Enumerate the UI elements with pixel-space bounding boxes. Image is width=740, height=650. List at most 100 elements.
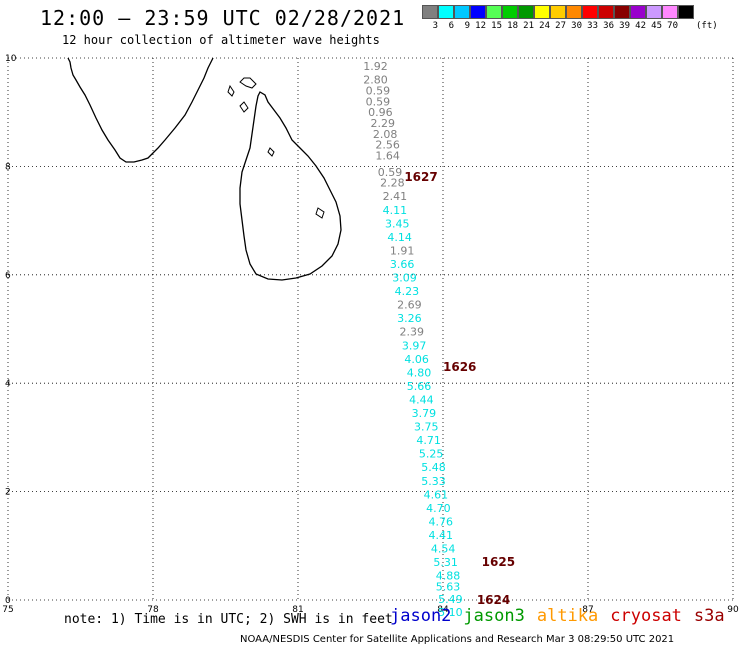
legend-swatch	[438, 5, 454, 19]
legend-label: 3	[432, 21, 438, 31]
swh-observation: 1.92	[363, 60, 388, 73]
legend-swatch	[630, 5, 646, 19]
legend-label: 36	[603, 21, 614, 31]
swh-observation: 0.59	[378, 166, 403, 179]
swh-observation: 2.80	[363, 74, 388, 87]
swh-observation: 3.79	[412, 407, 437, 420]
swh-observation: 3.75	[414, 421, 439, 434]
legend-swatch	[614, 5, 630, 19]
swh-observation: 0.59	[366, 95, 391, 108]
swh-observation: 5.10	[438, 606, 463, 619]
coastline-layer	[67, 57, 342, 281]
satellite-legend-item: jason3	[463, 606, 525, 626]
island-fragment	[239, 101, 249, 113]
legend-swatch	[518, 5, 534, 19]
pass-number-label: 1626	[443, 360, 476, 374]
grid-layer	[7, 57, 734, 601]
legend-label: 12	[475, 21, 486, 31]
legend-swatch	[598, 5, 614, 19]
legend-label: 21	[523, 21, 534, 31]
legend-swatch	[662, 5, 678, 19]
page-title: 12:00 – 23:59 UTC 02/28/2021	[40, 6, 406, 30]
footnote: note: 1) Time is in UTC; 2) SWH is in fe…	[64, 612, 393, 627]
satellite-legend-item: jason2	[390, 606, 452, 626]
y-tick-label: 2	[5, 488, 11, 498]
island-fragment	[267, 147, 275, 157]
legend-label: 27	[555, 21, 566, 31]
swh-observation: 4.80	[407, 366, 432, 379]
swh-observation: 2.29	[371, 117, 396, 130]
swh-observation: 2.69	[397, 299, 422, 312]
x-tick-label: 87	[582, 605, 593, 615]
legend-swatch	[566, 5, 582, 19]
legend-swatch	[678, 5, 694, 19]
color-legend: 3 6 9 12 15 18 21 24 27 30 33 36 39 42 45 70 (ft)	[422, 5, 718, 31]
satellite-legend-item: altika	[536, 606, 599, 626]
legend-label: 30	[571, 21, 582, 31]
legend-swatch	[502, 5, 518, 19]
x-tick-label: 81	[292, 605, 303, 615]
swh-observation: 4.88	[436, 570, 461, 583]
pass-number-label: 1625	[482, 555, 515, 569]
legend-labels: 3 6 9 12 15 18 21 24 27 30 33 36 39 42 45 70 (ft)	[422, 21, 718, 31]
swh-observation: 3.45	[385, 217, 410, 230]
legend-unit: (ft)	[696, 21, 718, 31]
sri-lanka-coastline	[239, 91, 342, 281]
swh-observation: 2.41	[383, 190, 408, 203]
legend-label: 39	[619, 21, 630, 31]
x-tick-label: 84	[437, 605, 449, 615]
credit-line: NOAA/NESDIS Center for Satellite Applica…	[240, 634, 675, 645]
y-tick-label: 4	[5, 379, 11, 389]
swh-observation: 1.91	[390, 244, 415, 257]
x-tick-label: 75	[2, 605, 13, 615]
swh-observation: 5.33	[421, 475, 446, 488]
swh-observation: 4.71	[416, 434, 441, 447]
swh-observation: 5.31	[433, 556, 458, 569]
swh-observation: 3.97	[402, 339, 427, 352]
observations-layer: 1.922.800.590.590.962.292.082.561.640.59…	[363, 60, 462, 619]
swh-observation: 3.26	[397, 312, 422, 325]
swh-observation: 5.49	[438, 593, 463, 606]
legend-swatch	[486, 5, 502, 19]
legend-swatches	[422, 5, 718, 19]
swh-observation: 5.48	[421, 461, 446, 474]
legend-swatch	[534, 5, 550, 19]
island-fragment	[315, 207, 325, 219]
legend-label: 70	[667, 21, 678, 31]
swh-observation: 2.39	[400, 326, 425, 339]
legend-swatch	[550, 5, 566, 19]
page-subtitle: 12 hour collection of altimeter wave hei…	[62, 33, 380, 47]
legend-label: 42	[635, 21, 646, 31]
y-tick-label: 10	[5, 54, 17, 64]
legend-label: 24	[539, 21, 550, 31]
satellite-legend: jason2 jason3 altika cryosat s3a	[390, 606, 737, 626]
legend-swatch	[582, 5, 598, 19]
swh-observation: 4.23	[395, 285, 420, 298]
island-fragment	[227, 84, 235, 97]
legend-label: 15	[491, 21, 502, 31]
track-labels-layer: 1627 1626 1625 1624	[404, 170, 515, 607]
axis-ticks: 75 78 81 84 87 90 0 2 4 6 8 10	[2, 54, 739, 615]
legend-label: 18	[507, 21, 518, 31]
swh-observation: 0.96	[368, 106, 393, 119]
legend-swatch	[454, 5, 470, 19]
india-coastline	[67, 57, 214, 163]
swh-observation: 0.59	[366, 85, 391, 98]
swh-observation: 1.64	[375, 150, 400, 163]
y-tick-label: 8	[5, 162, 11, 172]
swh-observation: 5.25	[419, 448, 444, 461]
swh-observation: 2.08	[373, 128, 398, 141]
swh-observation: 4.76	[429, 515, 454, 528]
x-tick-label: 78	[147, 605, 159, 615]
swh-observation: 4.44	[409, 393, 434, 406]
satellite-legend-item: s3a	[693, 606, 725, 626]
legend-swatch	[470, 5, 486, 19]
island-fragment	[239, 77, 257, 89]
swh-observation: 4.61	[424, 488, 449, 501]
legend-label: 33	[587, 21, 598, 31]
swh-observation: 2.28	[380, 177, 405, 190]
pass-number-label: 1627	[404, 170, 437, 184]
swh-observation: 4.54	[431, 543, 456, 556]
swh-observation: 4.06	[404, 353, 429, 366]
